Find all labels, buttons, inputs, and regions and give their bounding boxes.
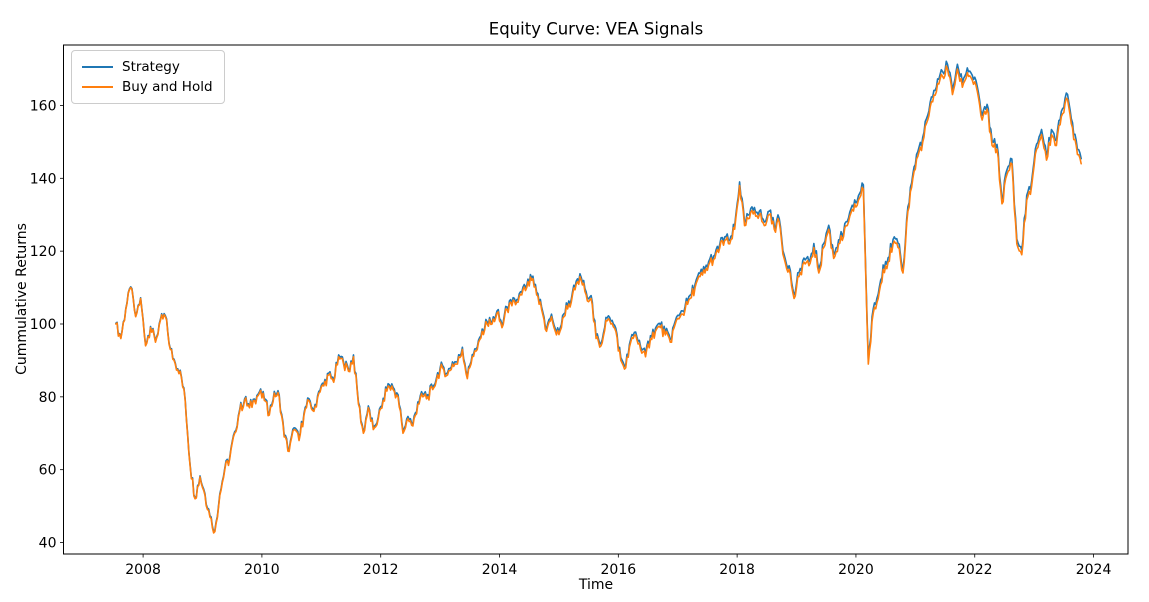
x-tick-label: 2020 xyxy=(838,562,874,578)
y-tick-label: 40 xyxy=(39,536,57,552)
x-tick-label: 2024 xyxy=(1076,562,1112,578)
buy-and-hold-line-swatch xyxy=(82,86,113,88)
buy-and-hold-line xyxy=(115,65,1082,534)
strategy-line xyxy=(115,60,1082,533)
strategy-line-swatch xyxy=(82,66,113,68)
y-axis-label: Cummulative Returns xyxy=(14,223,30,375)
y-tick-label: 140 xyxy=(30,171,57,187)
x-axis: 2008 2010 2012 2014 2016 2018 2020 2022 2024 xyxy=(125,554,1111,578)
legend-item-strategy: Strategy xyxy=(82,57,213,77)
y-tick-label: 120 xyxy=(30,244,57,260)
y-axis: 40 60 80 100 120 140 160 xyxy=(30,98,64,552)
axes-spines xyxy=(63,44,1129,555)
x-tick-label: 2016 xyxy=(601,562,637,578)
y-tick-label: 100 xyxy=(30,317,57,333)
x-tick-label: 2022 xyxy=(957,562,993,578)
x-tick-label: 2012 xyxy=(363,562,399,578)
x-tick-label: 2014 xyxy=(482,562,518,578)
x-tick-label: 2018 xyxy=(719,562,755,578)
legend-item-buy-and-hold: Buy and Hold xyxy=(82,77,213,97)
legend-label-buy-and-hold: Buy and Hold xyxy=(122,79,213,95)
x-tick-label: 2010 xyxy=(244,562,280,578)
y-tick-label: 160 xyxy=(30,98,57,114)
legend-label-strategy: Strategy xyxy=(122,59,180,75)
y-tick-label: 80 xyxy=(39,390,57,406)
x-axis-label: Time xyxy=(578,577,614,593)
legend: Strategy Buy and Hold xyxy=(71,50,225,104)
y-tick-label: 60 xyxy=(39,463,57,479)
x-tick-label: 2008 xyxy=(125,562,161,578)
chart-title: Equity Curve: VEA Signals xyxy=(488,19,704,39)
